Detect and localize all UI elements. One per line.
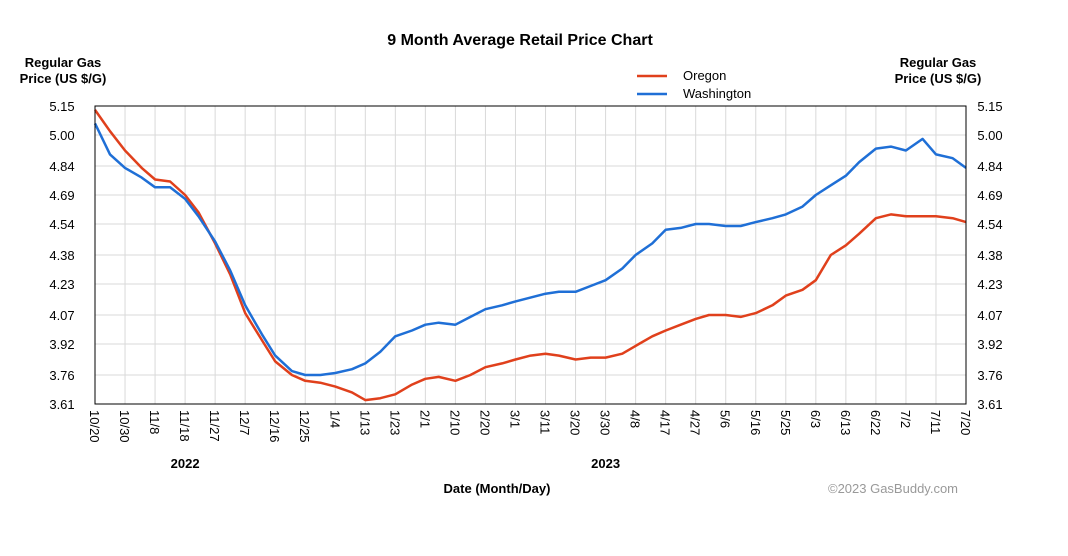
x-tick-label: 10/30 bbox=[117, 410, 132, 443]
y-tick-label-right: 4.07 bbox=[977, 308, 1002, 323]
y-tick-label-right: 4.23 bbox=[977, 277, 1002, 292]
x-tick-label: 3/30 bbox=[598, 410, 613, 435]
x-tick-label: 2/20 bbox=[477, 410, 492, 435]
y-tick-label-right: 4.38 bbox=[977, 248, 1002, 263]
x-tick-label: 1/13 bbox=[357, 410, 372, 435]
x-tick-label: 3/11 bbox=[538, 410, 553, 434]
x-tick-label: 11/8 bbox=[147, 410, 162, 434]
y-axis-label-right-line1: Regular Gas bbox=[900, 55, 977, 70]
series-line-oregon bbox=[93, 109, 967, 402]
x-tick-label: 1/4 bbox=[327, 410, 342, 428]
y-tick-label-right: 4.84 bbox=[977, 159, 1002, 174]
y-tick-label-left: 4.38 bbox=[49, 248, 74, 263]
credit-text: ©2023 GasBuddy.com bbox=[828, 481, 958, 496]
y-axis-ticks: 5.15 5.15 5.00 5.00 4.84 4.84 4.69 4.69 4.54 4.54… bbox=[49, 99, 1002, 412]
y-tick-label-left: 3.76 bbox=[49, 368, 74, 383]
y-tick-label-left: 5.00 bbox=[49, 128, 74, 143]
y-tick-label-right: 3.92 bbox=[977, 337, 1002, 352]
y-tick-label-left: 4.07 bbox=[49, 308, 74, 323]
x-axis-ticks: 10/20 10/30 11/8 11/18 11/27 12/7 12/16 12/25 1/… bbox=[87, 410, 973, 443]
x-tick-label: 2/10 bbox=[447, 410, 462, 435]
x-tick-label: 12/7 bbox=[237, 410, 252, 435]
x-tick-label: 6/13 bbox=[838, 410, 853, 435]
y-tick-label-right: 4.69 bbox=[977, 188, 1002, 203]
series-layer bbox=[93, 109, 967, 402]
x-tick-label: 4/17 bbox=[658, 410, 673, 435]
x-tick-label: 7/2 bbox=[898, 410, 913, 428]
x-tick-label: 6/3 bbox=[808, 410, 823, 428]
year-label: 2022 bbox=[171, 456, 200, 471]
y-tick-label-left: 4.23 bbox=[49, 277, 74, 292]
x-tick-label: 3/1 bbox=[507, 410, 522, 428]
x-tick-label: 7/20 bbox=[958, 410, 973, 435]
y-axis-label-left-line2: Price (US $/G) bbox=[20, 71, 107, 86]
x-tick-label: 12/16 bbox=[267, 410, 282, 443]
y-tick-label-right: 4.54 bbox=[977, 217, 1002, 232]
year-labels: 2022 2023 bbox=[171, 456, 620, 471]
legend-label-oregon: Oregon bbox=[683, 68, 726, 83]
y-tick-label-left: 5.15 bbox=[49, 99, 74, 114]
y-tick-label-left: 3.61 bbox=[49, 397, 74, 412]
legend: Oregon Washington bbox=[637, 68, 751, 101]
x-tick-label: 12/25 bbox=[297, 410, 312, 443]
x-tick-label: 10/20 bbox=[87, 410, 102, 443]
x-tick-label: 7/11 bbox=[928, 410, 943, 434]
x-tick-label: 5/6 bbox=[718, 410, 733, 428]
x-tick-label: 3/20 bbox=[568, 410, 583, 435]
x-tick-label: 5/25 bbox=[778, 410, 793, 435]
y-axis-label-right-line2: Price (US $/G) bbox=[895, 71, 982, 86]
y-tick-label-left: 3.92 bbox=[49, 337, 74, 352]
grid bbox=[94, 105, 967, 405]
legend-label-washington: Washington bbox=[683, 86, 751, 101]
y-axis-label-left-line1: Regular Gas bbox=[25, 55, 102, 70]
x-tick-label: 1/23 bbox=[387, 410, 402, 435]
y-tick-label-right: 5.00 bbox=[977, 128, 1002, 143]
plot-frame bbox=[94, 105, 967, 405]
y-tick-label-left: 4.69 bbox=[49, 188, 74, 203]
y-tick-label-left: 4.54 bbox=[49, 217, 74, 232]
y-tick-label-left: 4.84 bbox=[49, 159, 74, 174]
y-tick-label-right: 5.15 bbox=[977, 99, 1002, 114]
x-axis-label: Date (Month/Day) bbox=[444, 481, 551, 496]
chart-title: 9 Month Average Retail Price Chart bbox=[387, 32, 653, 49]
y-tick-label-right: 3.76 bbox=[977, 368, 1002, 383]
y-tick-label-right: 3.61 bbox=[977, 397, 1002, 412]
x-tick-label: 11/18 bbox=[177, 410, 192, 442]
x-tick-label: 2/1 bbox=[417, 410, 432, 428]
x-tick-label: 11/27 bbox=[207, 410, 222, 442]
x-tick-label: 5/16 bbox=[748, 410, 763, 435]
year-label: 2023 bbox=[591, 456, 620, 471]
series-line-washington bbox=[93, 122, 967, 377]
x-tick-label: 4/27 bbox=[688, 410, 703, 435]
x-tick-label: 6/22 bbox=[868, 410, 883, 435]
x-tick-label: 4/8 bbox=[628, 410, 643, 428]
